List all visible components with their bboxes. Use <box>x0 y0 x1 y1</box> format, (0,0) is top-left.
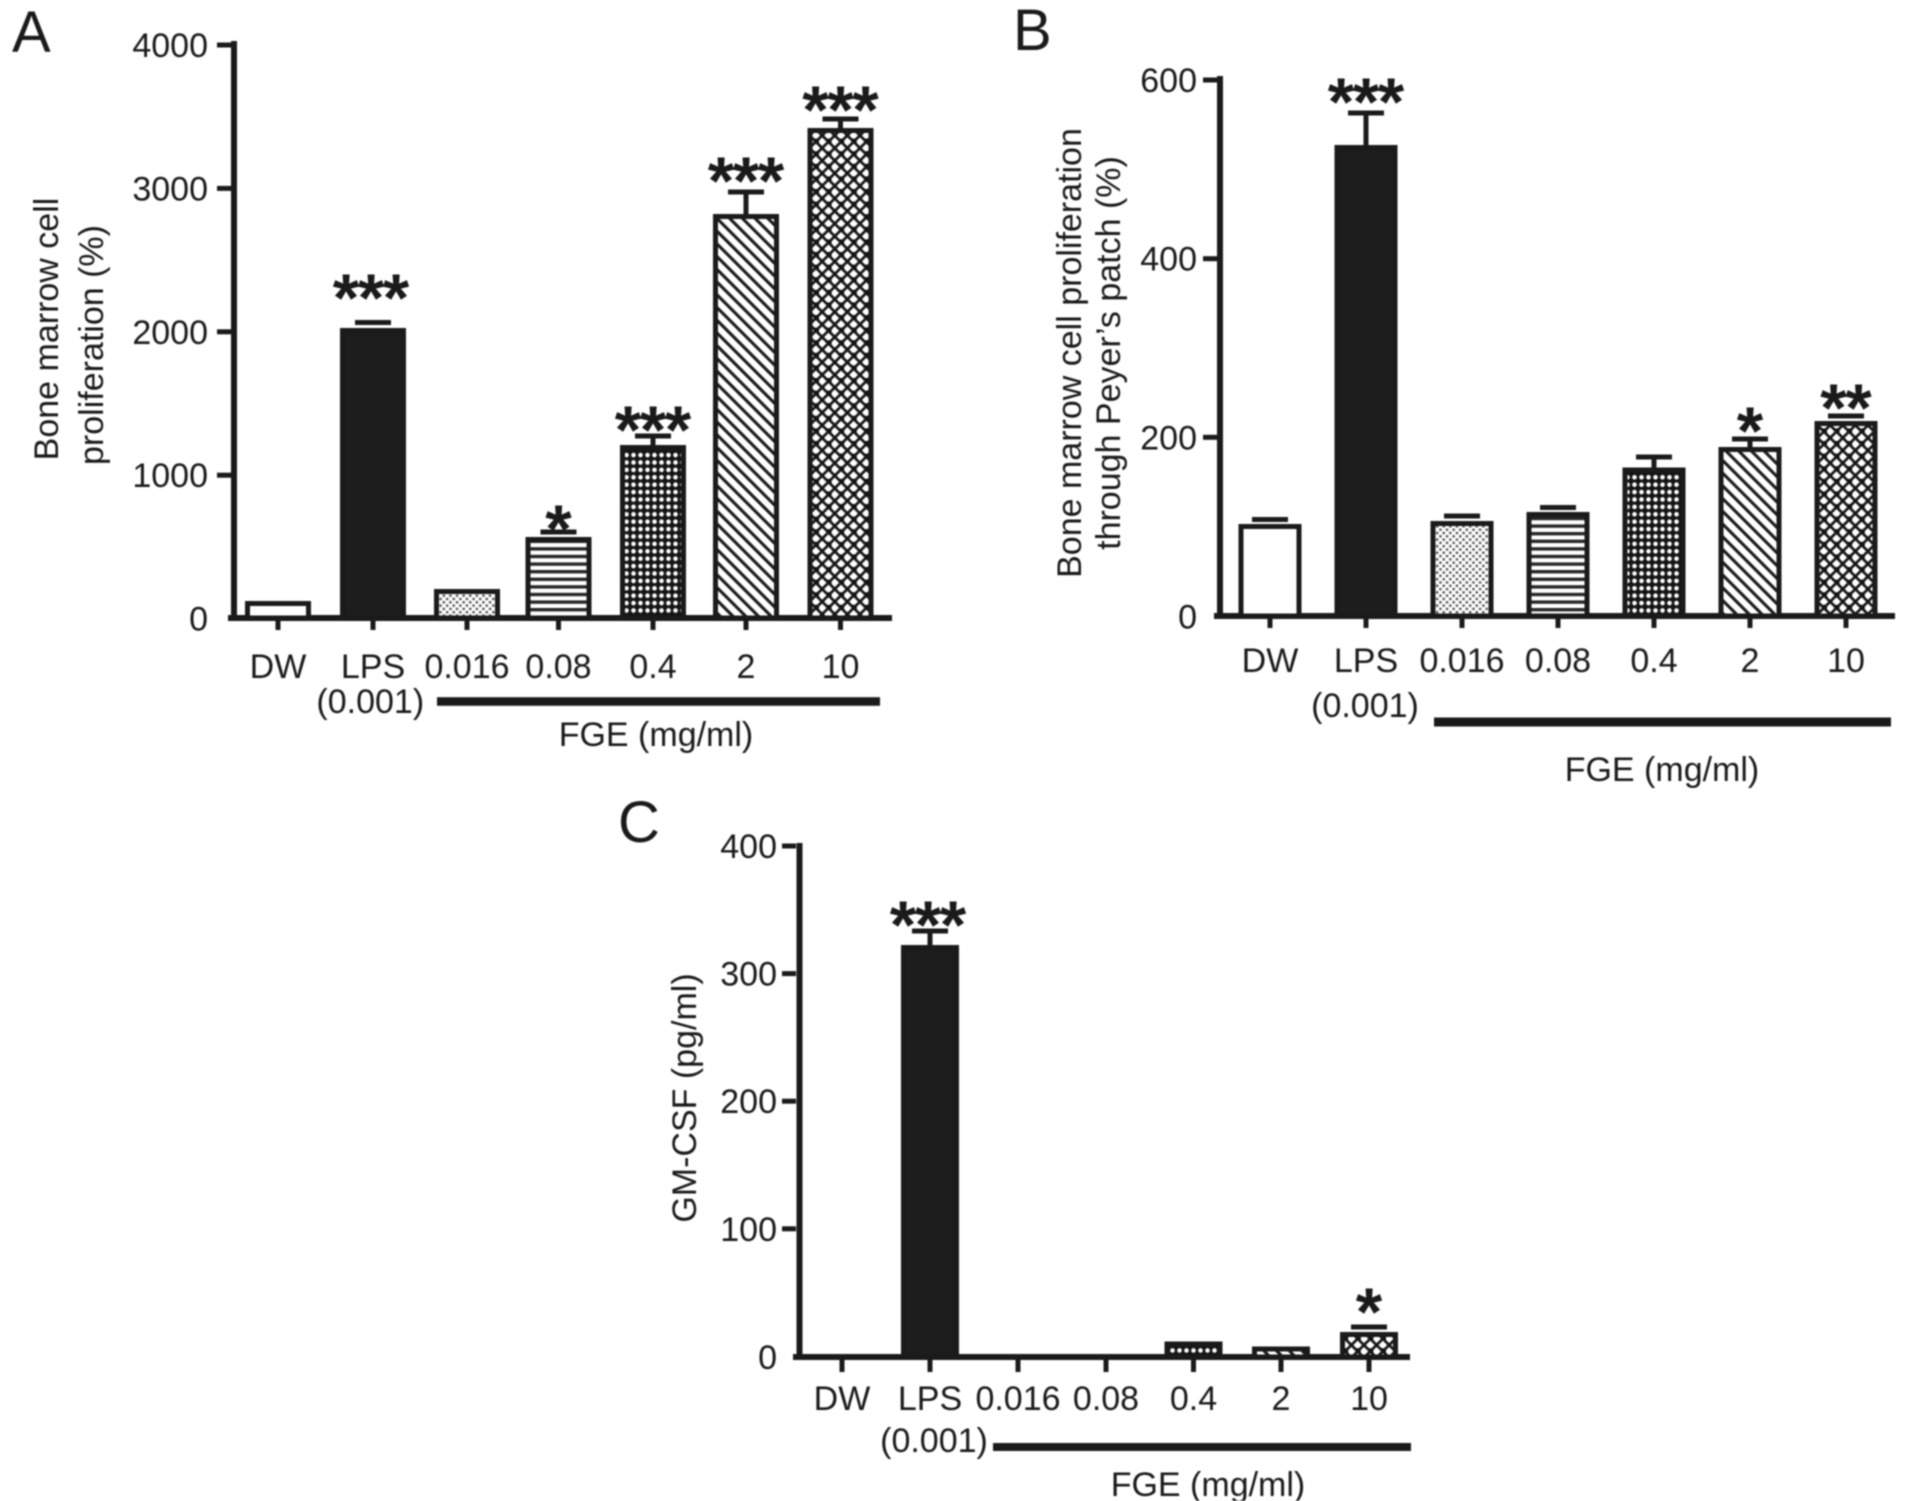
svg-text:*: * <box>1845 370 1872 446</box>
svg-text:2: 2 <box>737 648 756 686</box>
svg-text:*: * <box>802 72 829 148</box>
svg-text:*: * <box>358 260 385 336</box>
svg-text:*: * <box>852 72 879 148</box>
svg-text:1000: 1000 <box>132 457 208 495</box>
svg-text:2: 2 <box>1741 642 1760 680</box>
svg-text:*: * <box>1353 64 1380 140</box>
svg-text:LPS: LPS <box>341 648 405 686</box>
svg-text:(0.001): (0.001) <box>880 1422 988 1460</box>
svg-text:LPS: LPS <box>898 1380 962 1418</box>
svg-text:DW: DW <box>814 1380 871 1418</box>
svg-text:0.08: 0.08 <box>1073 1380 1139 1418</box>
svg-text:*: * <box>1378 64 1405 140</box>
svg-text:*: * <box>890 887 917 963</box>
svg-text:3000: 3000 <box>132 170 208 208</box>
svg-text:*: * <box>1328 64 1355 140</box>
svg-text:0.08: 0.08 <box>525 648 591 686</box>
svg-text:2000: 2000 <box>132 314 208 352</box>
svg-text:FGE (mg/ml): FGE (mg/ml) <box>1565 751 1760 789</box>
svg-text:*: * <box>545 491 572 567</box>
svg-text:2: 2 <box>1272 1380 1291 1418</box>
svg-text:0.016: 0.016 <box>424 648 509 686</box>
svg-text:*: * <box>733 143 760 219</box>
svg-text:10: 10 <box>1827 642 1865 680</box>
svg-text:0.016: 0.016 <box>1419 642 1504 680</box>
svg-text:600: 600 <box>1140 62 1197 100</box>
svg-text:*: * <box>665 392 692 468</box>
svg-text:400: 400 <box>720 828 777 866</box>
svg-text:200: 200 <box>1140 419 1197 457</box>
svg-text:*: * <box>615 392 642 468</box>
svg-text:DW: DW <box>1242 642 1299 680</box>
svg-text:*: * <box>1737 393 1764 469</box>
svg-text:10: 10 <box>822 648 860 686</box>
svg-text:*: * <box>1356 1274 1383 1350</box>
svg-text:(0.001): (0.001) <box>1311 687 1419 725</box>
svg-text:*: * <box>915 887 942 963</box>
svg-text:0.4: 0.4 <box>1630 642 1677 680</box>
svg-text:LPS: LPS <box>1334 642 1398 680</box>
svg-text:Bone marrow cell proliferation: Bone marrow cell proliferation <box>1051 128 1089 578</box>
svg-text:200: 200 <box>720 1083 777 1121</box>
svg-text:*: * <box>383 260 410 336</box>
svg-text:0.016: 0.016 <box>975 1380 1060 1418</box>
svg-text:*: * <box>333 260 360 336</box>
svg-text:*: * <box>708 143 735 219</box>
svg-text:*: * <box>1820 370 1847 446</box>
svg-text:through Peyer’s patch (%): through Peyer’s patch (%) <box>1090 156 1128 550</box>
svg-text:400: 400 <box>1140 241 1197 279</box>
svg-text:0: 0 <box>758 1339 777 1377</box>
svg-text:0: 0 <box>189 601 208 639</box>
svg-text:*: * <box>940 887 967 963</box>
svg-text:10: 10 <box>1350 1380 1388 1418</box>
svg-text:*: * <box>640 392 667 468</box>
svg-text:DW: DW <box>250 648 307 686</box>
svg-text:Bone marrow cell: Bone marrow cell <box>28 198 66 461</box>
svg-text:4000: 4000 <box>132 27 208 65</box>
svg-text:100: 100 <box>720 1211 777 1249</box>
svg-text:0.4: 0.4 <box>629 648 676 686</box>
svg-text:C: C <box>618 790 660 855</box>
svg-text:A: A <box>12 0 51 65</box>
svg-text:*: * <box>758 143 785 219</box>
svg-text:0.4: 0.4 <box>1170 1380 1217 1418</box>
svg-text:FGE (mg/ml): FGE (mg/ml) <box>1111 1466 1306 1501</box>
svg-text:GM-CSF (pg/ml): GM-CSF (pg/ml) <box>666 973 704 1222</box>
svg-text:(0.001): (0.001) <box>316 683 424 721</box>
svg-text:0: 0 <box>1178 599 1197 637</box>
svg-text:300: 300 <box>720 956 777 994</box>
svg-text:proliferation (%): proliferation (%) <box>73 225 111 465</box>
svg-text:0.08: 0.08 <box>1525 642 1591 680</box>
svg-text:*: * <box>827 72 854 148</box>
svg-text:B: B <box>1013 0 1052 63</box>
svg-text:FGE (mg/ml): FGE (mg/ml) <box>559 716 754 754</box>
